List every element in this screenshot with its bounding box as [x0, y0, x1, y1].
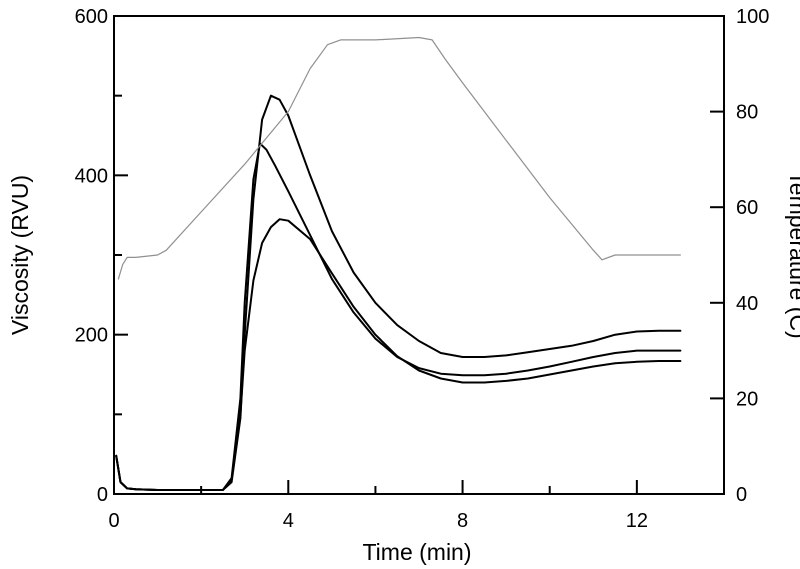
y-right-tick-label: 60 [736, 197, 758, 219]
x-tick-label: 4 [283, 510, 294, 532]
y-left-tick-label: 0 [97, 484, 108, 506]
y-right-tick-label: 20 [736, 388, 758, 410]
x-tick-label: 0 [108, 510, 119, 532]
x-axis-label: Time (min) [362, 539, 471, 565]
x-tick-label: 12 [626, 510, 648, 532]
temperature-line [117, 36, 682, 280]
y-right-tick-label: 0 [736, 484, 747, 506]
x-tick-label: 8 [457, 510, 468, 532]
viscosity-line-1 [115, 94, 682, 491]
y-axis-label-left: Viscosity (RVU) [7, 175, 33, 335]
y-left-tick-label: 600 [75, 6, 108, 28]
chart-axes: 0 4 8 12 0 200 400 600 0 20 40 60 80 100 [75, 6, 770, 532]
chart-marks [115, 36, 682, 491]
viscosity-line-3 [115, 218, 682, 491]
viscosity-line-2 [115, 142, 682, 491]
y-right-tick-label: 80 [736, 102, 758, 124]
y-left-tick-label: 400 [75, 165, 108, 187]
y-axis-label-right: Temperature (C) [785, 171, 800, 338]
y-right-tick-label: 100 [736, 6, 769, 28]
y-left-tick-label: 200 [75, 325, 108, 347]
y-right-tick-label: 40 [736, 293, 758, 315]
